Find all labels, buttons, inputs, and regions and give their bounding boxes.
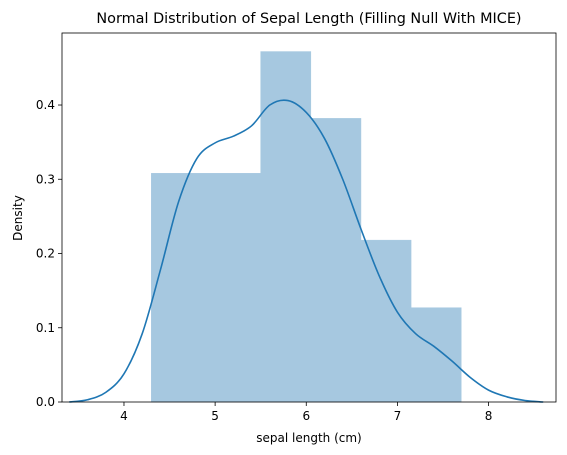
histogram-bar-1 <box>151 173 261 403</box>
y-tick-label: 0.4 <box>36 98 55 112</box>
y-axis-label: Density <box>11 195 25 241</box>
y-tick-label: 0.1 <box>36 321 55 335</box>
x-tick-label: 8 <box>485 409 493 423</box>
y-tick-label: 0.0 <box>36 395 55 409</box>
x-axis: 4 5 6 7 8 <box>120 402 492 423</box>
histogram-bars <box>151 51 462 403</box>
x-tick-label: 5 <box>211 409 219 423</box>
x-tick-label: 4 <box>120 409 128 423</box>
histogram-bar-2 <box>260 51 312 403</box>
x-tick-label: 7 <box>394 409 402 423</box>
x-axis-label: sepal length (cm) <box>256 431 361 445</box>
chart-title: Normal Distribution of Sepal Length (Fil… <box>96 11 521 27</box>
histogram-bar-3 <box>310 118 362 403</box>
axes-frame <box>61 32 557 403</box>
kde-curve <box>69 99 544 403</box>
y-tick-label: 0.2 <box>36 247 55 261</box>
histogram-bar-5 <box>410 307 462 403</box>
y-tick-label: 0.3 <box>36 172 55 186</box>
histogram-bar-4 <box>360 239 412 403</box>
y-axis: 0.0 0.1 0.2 0.3 0.4 <box>36 98 62 409</box>
x-tick-label: 6 <box>302 409 310 423</box>
